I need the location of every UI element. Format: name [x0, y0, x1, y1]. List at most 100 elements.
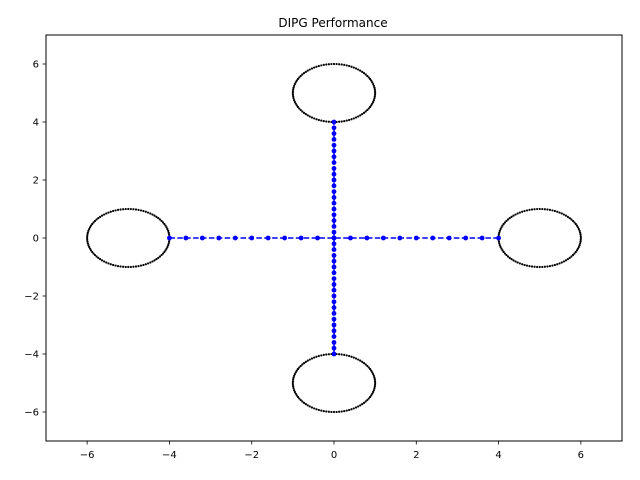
- circle-0-point: [373, 93, 377, 96]
- circle-2-point: [372, 390, 375, 394]
- circle-0-point: [370, 104, 373, 107]
- circle-2-point: [291, 381, 294, 385]
- circle-0-point: [320, 64, 323, 67]
- circle-1-point: [560, 212, 563, 215]
- circle-2-point: [299, 398, 302, 402]
- circle-0-point: [352, 117, 355, 120]
- circle-2-point: [296, 367, 300, 371]
- circle-1-point: [579, 236, 582, 240]
- y-tick-label: −2: [24, 292, 39, 303]
- circle-1-point: [503, 252, 507, 255]
- circle-3-point: [127, 265, 130, 269]
- circle-0-point: [350, 65, 353, 68]
- circle-3-point: [116, 208, 120, 212]
- circle-2-point: [361, 360, 364, 363]
- circle-3-point: [139, 209, 143, 212]
- path-1-point: [331, 137, 337, 142]
- circle-3-point: [168, 240, 171, 243]
- circle-1-point: [562, 260, 565, 263]
- circle-0-point: [298, 107, 301, 110]
- circle-3-point: [88, 247, 92, 250]
- circle-0-point: [317, 64, 320, 68]
- circle-3-point: [114, 209, 117, 212]
- circle-0-point: [366, 108, 369, 112]
- circle-3-point: [105, 212, 108, 215]
- circle-1-point: [536, 265, 539, 269]
- circle-1-point: [530, 208, 534, 211]
- circle-3-point: [109, 263, 112, 266]
- path-0-point: [216, 235, 222, 241]
- circle-3-point: [166, 245, 169, 249]
- path-1-point: [331, 322, 337, 328]
- axis-ticks: −6 −4 −2 0 2 4 6 −6 −4 −2 0 2 4 6: [24, 60, 584, 462]
- circle-1-point: [562, 213, 565, 216]
- circle-1-point: [571, 219, 575, 223]
- circle-3-point: [93, 253, 97, 257]
- circle-3-point: [157, 256, 160, 259]
- circle-0-point: [322, 63, 325, 67]
- circle-1-point: [521, 210, 524, 213]
- circle-2-point: [320, 409, 323, 412]
- circle-3-point: [112, 263, 115, 267]
- circle-2-point: [304, 360, 307, 363]
- circle-3-point: [89, 249, 93, 252]
- path-1-point: [331, 340, 337, 345]
- circle-0-point: [291, 90, 295, 93]
- circle-1-point: [512, 214, 515, 217]
- circle-1-point: [523, 209, 526, 213]
- path-1-point: [331, 212, 337, 218]
- path-1-point: [331, 131, 337, 137]
- circle-0-point: [345, 119, 348, 122]
- circle-0-point: [304, 70, 307, 73]
- x-tick-label: 6: [578, 450, 584, 461]
- circle-2-point: [364, 363, 367, 366]
- circle-1-point: [543, 208, 546, 211]
- circle-2-point: [301, 363, 304, 366]
- circle-0-point: [350, 118, 353, 121]
- circle-3-point: [124, 207, 127, 211]
- circle-0-point: [291, 91, 294, 95]
- circle-1-point: [556, 210, 559, 213]
- circle-3-point: [168, 233, 171, 236]
- circle-3-point: [160, 219, 163, 223]
- path-0-point: [446, 235, 452, 241]
- circle-1-point: [546, 208, 549, 211]
- circle-3-point: [165, 247, 168, 250]
- circle-0-point: [306, 114, 309, 117]
- circle-3-point: [92, 252, 95, 255]
- circle-3-point: [86, 231, 89, 234]
- circle-2-point: [293, 372, 296, 376]
- circle-3-point: [88, 227, 91, 231]
- path-1-point: [331, 328, 337, 334]
- path-1-point: [331, 282, 337, 287]
- y-tick-label: 4: [33, 118, 39, 129]
- circle-3-point: [86, 233, 89, 236]
- circle-0-point: [354, 116, 358, 119]
- circle-0-point: [367, 107, 370, 110]
- circle-2-point: [313, 407, 316, 410]
- path-1-point: [331, 224, 337, 229]
- circle-3-point: [149, 261, 152, 264]
- path-0-point: [380, 235, 386, 241]
- circle-0-point: [292, 86, 295, 89]
- circle-2-point: [301, 400, 304, 403]
- circle-3-point: [144, 263, 147, 266]
- circle-2-point: [294, 371, 297, 374]
- circle-0-point: [302, 111, 306, 114]
- circle-2-point: [325, 410, 328, 413]
- circle-3-point: [99, 258, 102, 261]
- path-1-point: [331, 241, 337, 247]
- path-1-point: [331, 235, 337, 241]
- circle-1-point: [576, 247, 580, 250]
- path-0-point: [479, 235, 485, 241]
- circle-3-point: [86, 236, 89, 240]
- circle-2-point: [291, 380, 295, 383]
- circle-3-point: [161, 252, 165, 255]
- circle-2-point: [373, 378, 376, 381]
- circle-3-point: [164, 249, 167, 252]
- circle-0-point: [357, 68, 360, 71]
- circle-1-point: [514, 213, 517, 216]
- circle-0-point: [338, 120, 341, 123]
- path-1-point: [331, 270, 337, 276]
- circle-0-point: [373, 95, 376, 98]
